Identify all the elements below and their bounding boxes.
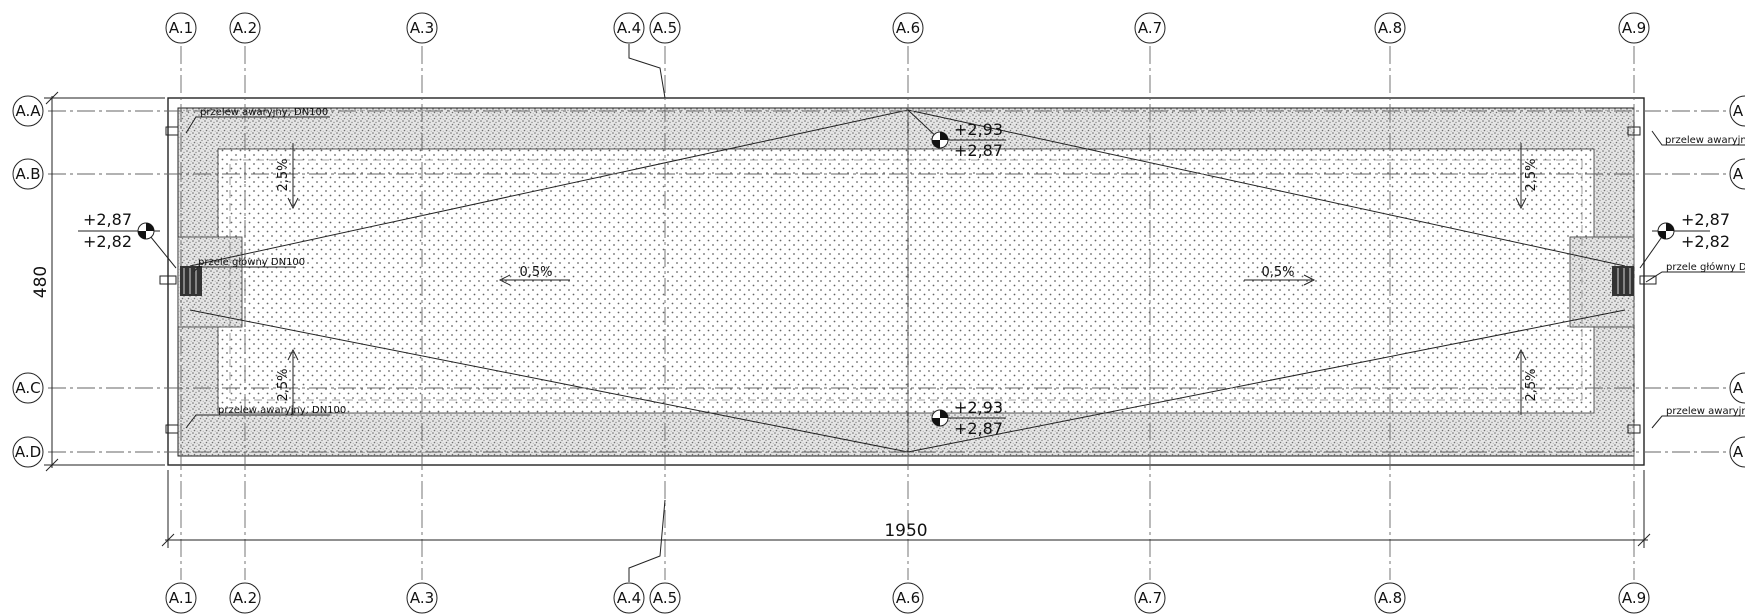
svg-text:A.B: A.B	[15, 165, 40, 183]
svg-text:A.4: A.4	[617, 589, 641, 607]
level-marker-center-top: +2,93 +2,87	[907, 109, 1006, 160]
svg-text:A: A	[1733, 379, 1744, 397]
grid-bubble: A.4	[613, 12, 645, 44]
grid-bubble: A.8	[1374, 12, 1406, 44]
grid-bubble: A.5	[649, 12, 681, 44]
grid-bubble: A.1	[165, 582, 197, 614]
grid-bubble: A	[1729, 436, 1745, 468]
level-marker-right: +2,87 +2,82	[1639, 210, 1730, 269]
grid-bubble: A.A	[12, 95, 44, 127]
note-left-main-outlet: przele główny DN100	[198, 256, 305, 268]
grid-bubble: A.9	[1618, 12, 1650, 44]
grid-bubble: A	[1729, 158, 1745, 190]
svg-text:A.D: A.D	[15, 443, 41, 461]
svg-text:A.5: A.5	[653, 19, 677, 37]
svg-text:A: A	[1733, 165, 1744, 183]
svg-text:A.3: A.3	[410, 589, 434, 607]
outlet-notes: przelew awaryjny, DN100 przele główny DN…	[185, 107, 1745, 429]
grid-bubble: A.D	[12, 436, 44, 468]
svg-text:A.A: A.A	[15, 102, 41, 120]
grid-bubble: A.7	[1134, 12, 1166, 44]
svg-text:A.1: A.1	[169, 19, 193, 37]
level-left-top: +2,87	[83, 210, 132, 229]
grid-bubble: A.6	[892, 12, 924, 44]
grid-axes-vertical	[180, 46, 1635, 580]
roof-outline	[167, 97, 1645, 466]
level-right-top: +2,87	[1681, 210, 1730, 229]
grid-bubble: A.9	[1618, 582, 1650, 614]
dimension-width: 480	[31, 91, 165, 472]
svg-text:A.2: A.2	[233, 19, 257, 37]
grid-bubble: A.4	[613, 582, 645, 614]
note-left-overflow-top: przelew awaryjny, DN100	[200, 107, 328, 118]
level-center-top-a: +2,93	[954, 120, 1003, 139]
svg-text:A.2: A.2	[233, 589, 257, 607]
grid-bubble: A.3	[406, 582, 438, 614]
slope-left-top: 2,5%	[276, 158, 291, 191]
slope-right-bottom: 2,5%	[1524, 368, 1539, 401]
note-right-overflow-bottom: przelew awaryjny,	[1666, 406, 1745, 417]
note-right-overflow-top: przelew awaryjny,	[1665, 135, 1745, 146]
svg-text:A.9: A.9	[1622, 19, 1646, 37]
note-left-overflow-bottom: przelew awaryjny, DN100	[218, 405, 346, 416]
svg-text:A.4: A.4	[617, 19, 641, 37]
level-right-bottom: +2,82	[1681, 232, 1730, 251]
slope-right-top: 2,5%	[1524, 158, 1539, 191]
grid-bubble: A.3	[406, 12, 438, 44]
row-bubbles-right: A A A A	[1729, 95, 1745, 468]
note-right-main-outlet: przele główny DN1	[1666, 261, 1745, 273]
grid-bubble: A	[1729, 95, 1745, 127]
grid-bubble: A.8	[1374, 582, 1406, 614]
svg-text:A.7: A.7	[1138, 589, 1162, 607]
level-center-top-b: +2,87	[954, 141, 1003, 160]
grid-bubble: A.C	[12, 372, 44, 404]
svg-text:A.6: A.6	[896, 19, 920, 37]
slope-left-bottom: 2,5%	[276, 368, 291, 401]
svg-text:A: A	[1733, 102, 1744, 120]
svg-text:A.5: A.5	[653, 589, 677, 607]
grid-bubble: A	[1729, 372, 1745, 404]
slope-right-center: 0,5%	[1261, 265, 1294, 280]
svg-text:A.6: A.6	[896, 589, 920, 607]
level-marker-left: +2,87 +2,82	[78, 210, 177, 269]
column-bubbles-top: A.1 A.2 A.3 A.4 A.5 A.6 A.7 A.8 A.9	[165, 12, 1650, 99]
svg-text:A.7: A.7	[1138, 19, 1162, 37]
level-center-bottom-b: +2,87	[954, 419, 1003, 438]
dimension-width-label: 480	[31, 266, 51, 298]
svg-text:A.C: A.C	[15, 379, 40, 397]
grid-bubble: A.1	[165, 12, 197, 44]
grid-bubble: A.B	[12, 158, 44, 190]
grid-bubble: A.7	[1134, 582, 1166, 614]
level-marker-center-bottom: +2,93 +2,87	[931, 398, 1006, 438]
grid-axes-horizontal	[48, 110, 1728, 453]
level-center-bottom-a: +2,93	[954, 398, 1003, 417]
outlets	[159, 126, 1657, 434]
svg-text:A.8: A.8	[1378, 19, 1402, 37]
row-bubbles-left: A.A A.B A.C A.D	[12, 95, 44, 468]
svg-text:A.3: A.3	[410, 19, 434, 37]
level-left-bottom: +2,82	[83, 232, 132, 251]
grid-bubble: A.2	[229, 582, 261, 614]
slope-left-center: 0,5%	[519, 265, 552, 280]
column-bubbles-bottom: A.1 A.2 A.3 A.4 A.5 A.6 A.7 A.8 A.9	[165, 499, 1650, 614]
dimension-length-label: 1950	[884, 521, 927, 541]
slope-annotations: 2,5% 2,5% 2,5% 2,5% 0,5% 0,5%	[276, 143, 1539, 415]
svg-text:A: A	[1733, 443, 1744, 461]
grid-bubble: A.6	[892, 582, 924, 614]
grid-bubble: A.5	[649, 582, 681, 614]
svg-text:A.8: A.8	[1378, 589, 1402, 607]
svg-text:A.9: A.9	[1622, 589, 1646, 607]
dimension-length: 1950	[161, 470, 1651, 548]
svg-text:A.1: A.1	[169, 589, 193, 607]
grid-bubble: A.2	[229, 12, 261, 44]
